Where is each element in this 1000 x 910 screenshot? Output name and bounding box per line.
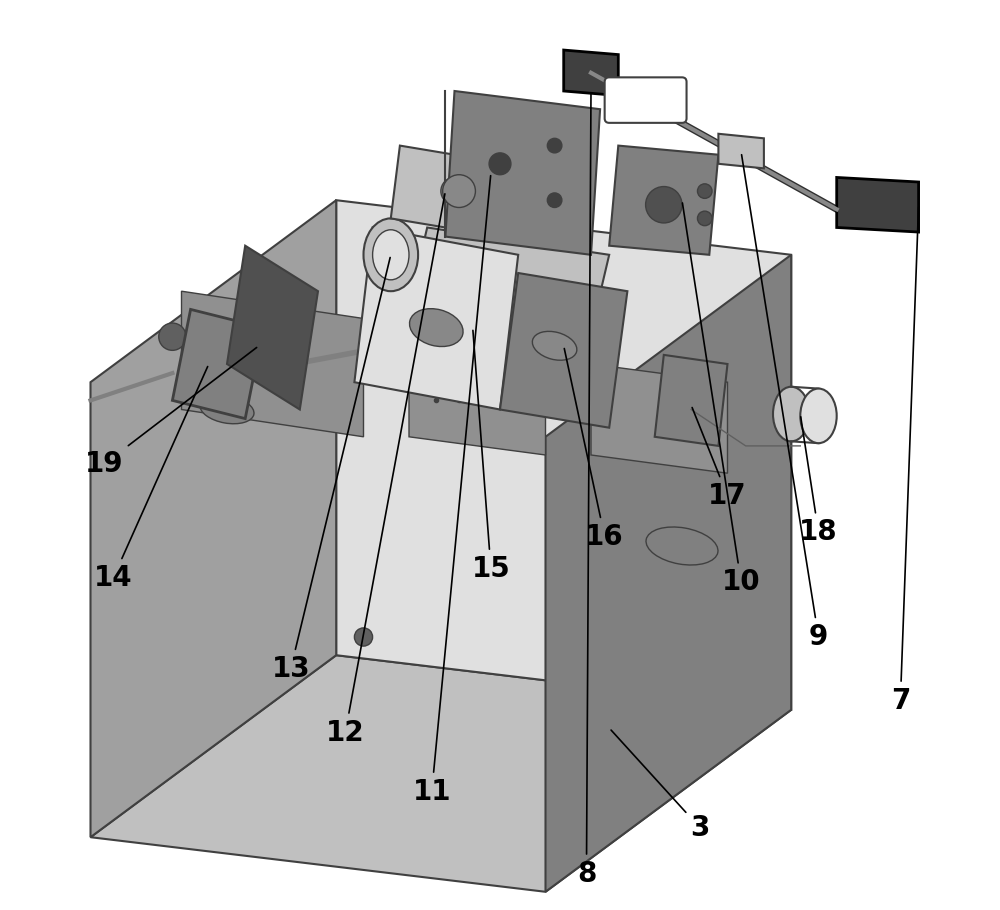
Ellipse shape [532, 331, 577, 360]
Circle shape [159, 323, 186, 350]
Polygon shape [354, 228, 518, 410]
Text: 19: 19 [85, 348, 257, 478]
Text: 3: 3 [611, 730, 710, 842]
Text: 10: 10 [682, 203, 760, 596]
Text: 8: 8 [577, 94, 596, 887]
Polygon shape [500, 273, 627, 428]
Polygon shape [227, 246, 318, 410]
Ellipse shape [200, 395, 254, 424]
Circle shape [354, 628, 373, 646]
Polygon shape [546, 255, 791, 892]
Text: 12: 12 [326, 194, 445, 746]
Circle shape [646, 187, 682, 223]
Circle shape [489, 153, 511, 175]
Polygon shape [591, 364, 728, 473]
Text: 9: 9 [742, 155, 828, 651]
Ellipse shape [800, 389, 837, 443]
Polygon shape [718, 134, 764, 168]
Text: 13: 13 [271, 258, 390, 682]
Polygon shape [837, 177, 919, 232]
Polygon shape [391, 146, 509, 237]
Text: 14: 14 [94, 367, 208, 592]
Circle shape [547, 193, 562, 207]
Ellipse shape [773, 387, 809, 441]
Ellipse shape [364, 218, 418, 291]
Text: 16: 16 [564, 349, 624, 551]
Ellipse shape [646, 527, 718, 565]
Circle shape [697, 184, 712, 198]
Polygon shape [655, 355, 728, 446]
Polygon shape [336, 200, 791, 710]
Circle shape [443, 175, 475, 207]
Polygon shape [172, 309, 263, 419]
Circle shape [441, 177, 468, 205]
Text: 11: 11 [413, 176, 491, 805]
Polygon shape [391, 228, 609, 410]
Text: 15: 15 [472, 330, 510, 582]
Polygon shape [409, 328, 546, 455]
Polygon shape [564, 50, 618, 96]
Text: 17: 17 [692, 408, 747, 510]
Circle shape [697, 211, 712, 226]
Polygon shape [609, 146, 718, 255]
Ellipse shape [410, 308, 463, 347]
Polygon shape [182, 291, 364, 437]
Polygon shape [445, 91, 600, 255]
FancyBboxPatch shape [605, 77, 687, 123]
Text: 18: 18 [799, 417, 838, 546]
Polygon shape [90, 200, 336, 837]
Ellipse shape [373, 230, 409, 280]
Polygon shape [90, 655, 791, 892]
Text: 7: 7 [891, 207, 918, 714]
Circle shape [547, 138, 562, 153]
